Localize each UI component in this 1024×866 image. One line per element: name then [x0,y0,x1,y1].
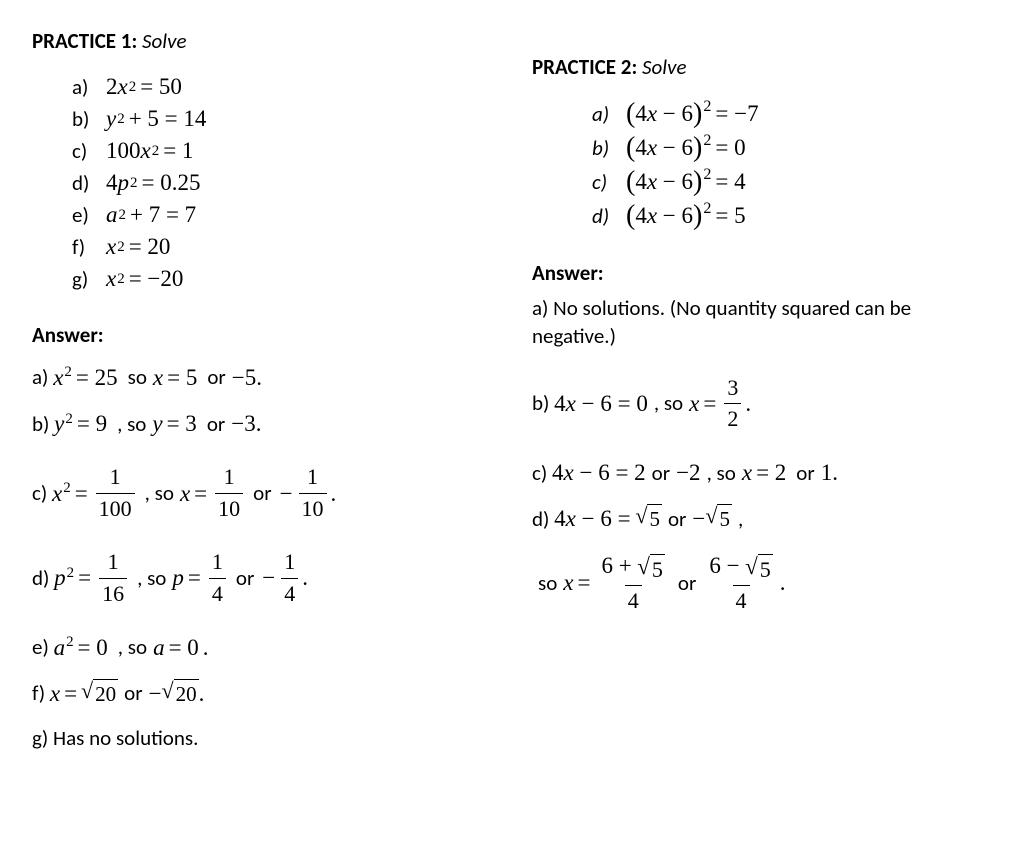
sqrt: √5 [635,504,662,534]
question-row: f) x2= 20 [72,234,492,260]
sqrt: √20 [81,679,118,709]
fraction: 14 [281,547,298,610]
answer-c: c) x2 = 1100 , so x = 110 or − 110 . [32,462,492,525]
answer-g: g) Has no solutions. [32,724,492,753]
q-label: c) [72,138,106,164]
practice-2-answers: a) No solutions. (No quantity squared ca… [532,294,992,617]
question-row: b) y2+ 5 = 14 [72,106,492,132]
practice-1-questions: a) 2x2= 50 b) y2+ 5 = 14 c) 100x2= 1 d) [72,74,492,292]
equation: 2x2= 50 [106,74,186,100]
equation: x2= −20 [106,266,187,292]
question-row: g) x2= −20 [72,266,492,292]
equation: 100x2= 1 [106,138,197,164]
answer-a: a) x2 = 25 so x = 5 or −5 . [32,362,492,394]
q-label: a) [592,101,626,127]
fraction: 110 [215,462,243,525]
question-row: c) 100x2= 1 [72,138,492,164]
question-row: e) a2+ 7 = 7 [72,202,492,228]
practice-1-column: PRACTICE 1: Solve a) 2x2= 50 b) y2+ 5 = … [32,28,492,767]
fraction: 6 + √5 4 [599,550,668,618]
answer-f: f) x = √20 or − √20 . [32,678,492,710]
fraction: 6 − √5 4 [706,550,775,618]
q-label: d) [72,170,106,196]
heading-bold: PRACTICE 2: [532,54,637,80]
heading-italic: Solve [142,28,186,54]
question-row: a) 2x2= 50 [72,74,492,100]
fraction: 110 [299,462,327,525]
answer-c: c) 4x − 6 = 2 or −2 , so x = 2 or 1. [532,457,992,489]
equation: (4x − 6)2 = −7 [626,100,763,128]
question-row: b) (4x − 6)2 = 0 [592,134,992,162]
answer-d-line1: d) 4x − 6 = √5 or − √5 , [532,503,992,535]
answer-a: a) No solutions. (No quantity squared ca… [532,294,992,351]
equation: x2= 20 [106,234,174,260]
q-label: g) [72,266,106,292]
question-row: d) (4x − 6)2 = 5 [592,202,992,230]
answer-d: d) p2 = 116, so p = 14 or − 14 . [32,547,492,610]
equation: (4x − 6)2 = 5 [626,202,750,230]
q-label: a) [72,74,106,100]
fraction: 1100 [96,462,135,525]
equation: 4p2= 0.25 [106,170,204,196]
practice-2-column: PRACTICE 2: Solve a) (4x − 6)2 = −7 b) (… [532,28,992,767]
q-label: e) [72,202,106,228]
sqrt: √20 [162,679,199,709]
fraction: 14 [209,547,226,610]
equation: a2+ 7 = 7 [106,202,200,228]
question-row: d) 4p2= 0.25 [72,170,492,196]
heading-italic: Solve [642,54,686,80]
q-label: c) [592,169,626,195]
answer-b: b) 4x − 6 = 0 , so x = 32 . [532,373,992,436]
equation: (4x − 6)2 = 4 [626,168,750,196]
fraction: 32 [724,373,741,436]
answer-e: e) a2 = 0 , so a = 0 . [32,632,492,664]
question-row: c) (4x − 6)2 = 4 [592,168,992,196]
answer-label: Answer: [532,260,992,286]
question-row: a) (4x − 6)2 = −7 [592,100,992,128]
q-label: f) [72,234,106,260]
sqrt: √5 [705,504,732,534]
heading-bold: PRACTICE 1: [32,28,137,54]
practice-1-answers: a) x2 = 25 so x = 5 or −5 . b) y2 = 9 , … [32,362,492,753]
q-label: b) [592,135,626,161]
equation: (4x − 6)2 = 0 [626,134,750,162]
answer-d-line2: so x = 6 + √5 4 or 6 − √5 4 . [532,550,992,618]
practice-2-heading: PRACTICE 2: Solve [532,54,992,80]
q-label: b) [72,106,106,132]
answer-label: Answer: [32,322,492,348]
fraction: 116 [99,547,127,610]
q-label: d) [592,203,626,229]
equation: y2+ 5 = 14 [106,106,210,132]
practice-1-heading: PRACTICE 1: Solve [32,28,492,54]
answer-b: b) y2 = 9 , so y = 3 or −3 . [32,408,492,440]
practice-2-questions: a) (4x − 6)2 = −7 b) (4x − 6)2 = 0 c) (4… [592,100,992,230]
